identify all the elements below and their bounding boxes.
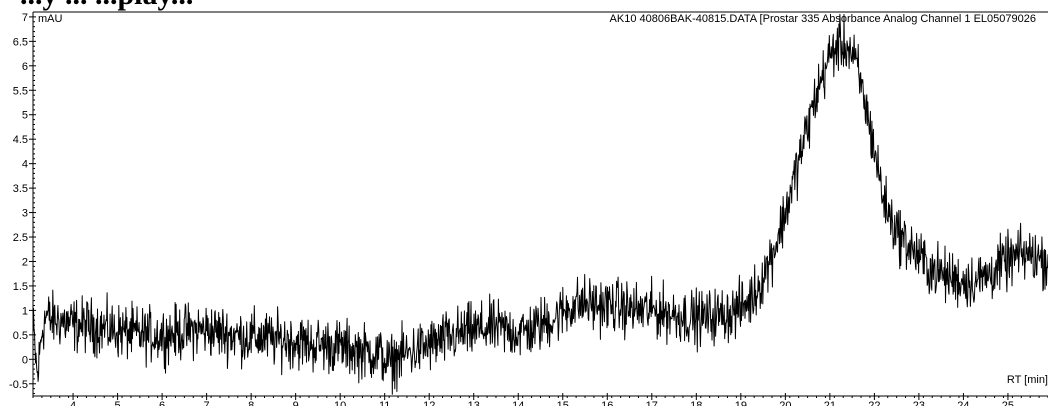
x-tick-label-17: 21	[824, 400, 836, 406]
x-tick-label-12: 16	[601, 400, 613, 406]
y-tick-label-14: 6.5	[13, 36, 28, 48]
y-tick-label-3: 1	[22, 305, 28, 317]
y-tick-label-12: 5.5	[13, 85, 28, 97]
x-tick-label-10: 14	[512, 400, 524, 406]
x-axis-label: RT [min]	[1007, 374, 1048, 386]
y-axis-label: mAU	[38, 13, 63, 25]
y-tick-label-10: 4.5	[13, 134, 28, 146]
y-tick-label-7: 3	[22, 208, 28, 220]
y-tick-label-2: 0.5	[13, 330, 28, 342]
series-line-0	[32, 13, 1048, 395]
x-tick-label-3: 7	[204, 400, 210, 406]
x-tick-label-4: 8	[248, 400, 254, 406]
x-tick-label-5: 9	[293, 400, 299, 406]
y-tick-label-9: 4	[22, 159, 28, 171]
x-tick-label-20: 24	[957, 400, 969, 406]
x-tick-label-9: 13	[468, 400, 480, 406]
x-tick-label-19: 23	[913, 400, 925, 406]
x-tick-label-2: 6	[159, 400, 165, 406]
y-tick-label-5: 2	[22, 256, 28, 268]
y-tick-label-15: 7	[22, 12, 28, 24]
y-tick-label-4: 1.5	[13, 281, 28, 293]
y-tick-label-8: 3.5	[13, 183, 28, 195]
x-tick-label-8: 12	[423, 400, 435, 406]
x-tick-label-11: 15	[557, 400, 569, 406]
x-tick-label-6: 10	[334, 400, 346, 406]
series-group	[32, 13, 1048, 395]
y-tick-label-13: 6	[22, 61, 28, 73]
x-tick-label-16: 20	[779, 400, 791, 406]
chart-title: AK10 40806BAK-40815.DATA [Prostar 335 Ab…	[610, 13, 1036, 25]
y-tick-label-11: 5	[22, 110, 28, 122]
x-tick-label-18: 22	[868, 400, 880, 406]
y-tick-label-1: 0	[22, 354, 28, 366]
x-tick-label-21: 25	[1002, 400, 1014, 406]
y-axis-ticks: -0.5 0 0.5 1 1.5 2 2.5 3 3.5 4 4.5 5 5.5 6 6.5 7	[9, 12, 36, 395]
y-tick-label-0: -0.5	[9, 379, 28, 391]
y-tick-label-6: 2.5	[13, 232, 28, 244]
x-tick-label-7: 11	[379, 400, 390, 406]
x-tick-label-14: 18	[690, 400, 702, 406]
x-tick-label-0: 4	[70, 400, 76, 406]
x-tick-label-1: 5	[115, 400, 121, 406]
page-heading: ...y ... ...play...	[20, 0, 193, 12]
x-axis-ticks: 4 5 6 7 8 9 10 11 12 13 14 15 16 17 18 19 20 21 22 23 24 25	[32, 393, 1048, 406]
x-tick-label-15: 19	[735, 400, 747, 406]
x-tick-label-13: 17	[646, 400, 658, 406]
